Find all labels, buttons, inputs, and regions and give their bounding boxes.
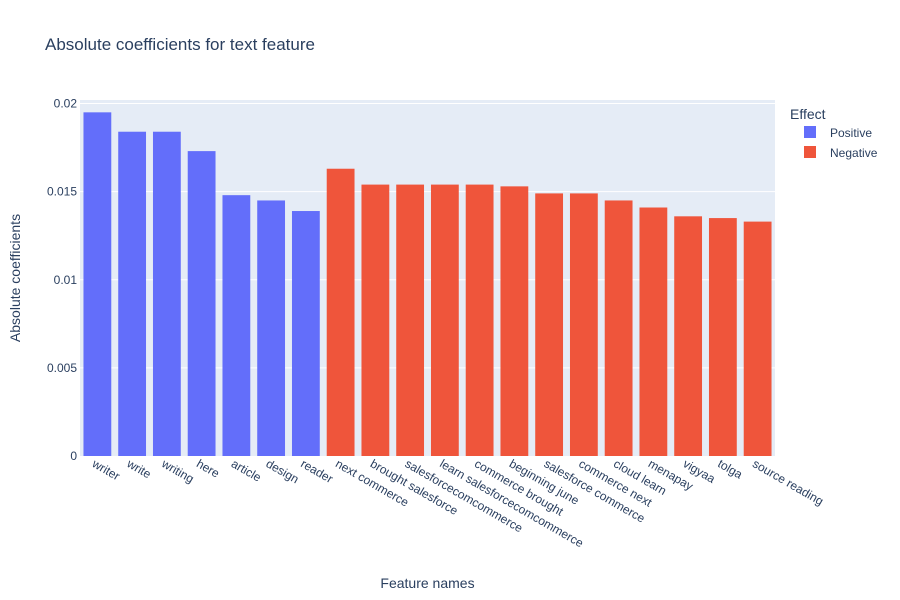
bar-negative-13[interactable] bbox=[535, 193, 564, 456]
plot-area bbox=[80, 100, 775, 456]
legend-label-positive: Positive bbox=[830, 126, 872, 140]
chart-title: Absolute coefficients for text feature bbox=[45, 35, 315, 54]
y-axis-ticks: 0 0.005 0.01 0.015 0.02 bbox=[47, 97, 77, 463]
x-tick-label: article bbox=[229, 456, 264, 484]
bar-positive-6[interactable] bbox=[291, 211, 320, 456]
legend-swatch-negative bbox=[804, 146, 816, 158]
y-tick-label: 0.015 bbox=[47, 185, 77, 199]
bar-negative-10[interactable] bbox=[430, 184, 459, 456]
x-tick-label: reader bbox=[298, 456, 335, 485]
x-tick-label: writer bbox=[89, 456, 122, 483]
x-tick-label: design bbox=[264, 456, 302, 486]
bar-negative-15[interactable] bbox=[604, 200, 633, 456]
x-tick-label: tolga bbox=[715, 456, 745, 481]
bar-negative-14[interactable] bbox=[569, 193, 598, 456]
x-tick-label: source reading bbox=[750, 456, 826, 508]
bar-negative-12[interactable] bbox=[500, 186, 529, 456]
legend-item-negative[interactable]: Negative bbox=[804, 146, 878, 160]
bar-negative-8[interactable] bbox=[361, 184, 390, 456]
y-tick-label: 0.005 bbox=[47, 361, 77, 375]
legend-title: Effect bbox=[790, 106, 826, 122]
x-tick-label: here bbox=[194, 456, 222, 480]
bar-negative-18[interactable] bbox=[708, 218, 737, 456]
bar-negative-17[interactable] bbox=[674, 216, 703, 456]
legend-label-negative: Negative bbox=[830, 146, 878, 160]
y-tick-label: 0 bbox=[70, 449, 77, 463]
bar-positive-2[interactable] bbox=[152, 131, 181, 456]
bar-negative-9[interactable] bbox=[396, 184, 425, 456]
bar-positive-1[interactable] bbox=[118, 131, 147, 456]
y-tick-label: 0.01 bbox=[54, 273, 78, 287]
x-tick-label: writing bbox=[159, 456, 197, 486]
bar-positive-3[interactable] bbox=[187, 151, 216, 456]
legend: Effect Positive Negative bbox=[790, 106, 878, 160]
bar-positive-4[interactable] bbox=[222, 195, 251, 456]
bar-positive-5[interactable] bbox=[257, 200, 286, 456]
x-axis-title: Feature names bbox=[380, 575, 474, 591]
bar-positive-0[interactable] bbox=[83, 112, 112, 456]
y-tick-label: 0.02 bbox=[54, 97, 78, 111]
x-tick-label: write bbox=[124, 456, 154, 481]
bars bbox=[83, 112, 772, 456]
bar-negative-7[interactable] bbox=[326, 168, 355, 456]
legend-swatch-positive bbox=[804, 126, 816, 138]
bar-negative-11[interactable] bbox=[465, 184, 494, 456]
legend-item-positive[interactable]: Positive bbox=[804, 126, 872, 140]
bar-negative-16[interactable] bbox=[639, 207, 668, 456]
y-axis-title: Absolute coefficients bbox=[7, 214, 23, 342]
bar-negative-19[interactable] bbox=[743, 221, 772, 456]
